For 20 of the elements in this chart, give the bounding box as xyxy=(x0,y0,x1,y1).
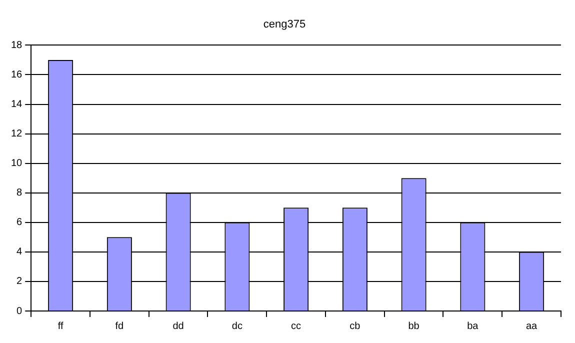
x-tick-label: ba xyxy=(467,320,479,332)
y-tick-label: 16 xyxy=(11,69,23,80)
y-tick-label: 6 xyxy=(16,217,23,228)
x-tick-label: bb xyxy=(408,320,420,332)
y-tick-label: 0 xyxy=(16,306,23,317)
x-tick-label: dc xyxy=(232,320,242,332)
x-tick-label: fd xyxy=(115,320,124,332)
chart-title: ceng375 xyxy=(263,18,306,31)
x-tick-label: dd xyxy=(172,320,184,332)
y-tick-label: 4 xyxy=(16,246,23,258)
y-tick-label: 14 xyxy=(11,99,23,110)
x-tick-label: cc xyxy=(291,320,302,332)
x-tick-label: ff xyxy=(58,320,64,332)
x-tick-label: aa xyxy=(526,320,538,332)
y-tick-label: 18 xyxy=(11,40,23,51)
y-tick-label: 12 xyxy=(11,128,23,140)
x-tick-label: cb xyxy=(350,320,361,332)
y-tick-label: 2 xyxy=(16,276,23,288)
y-tick-label: 10 xyxy=(11,158,23,170)
y-tick-label: 8 xyxy=(16,188,23,199)
